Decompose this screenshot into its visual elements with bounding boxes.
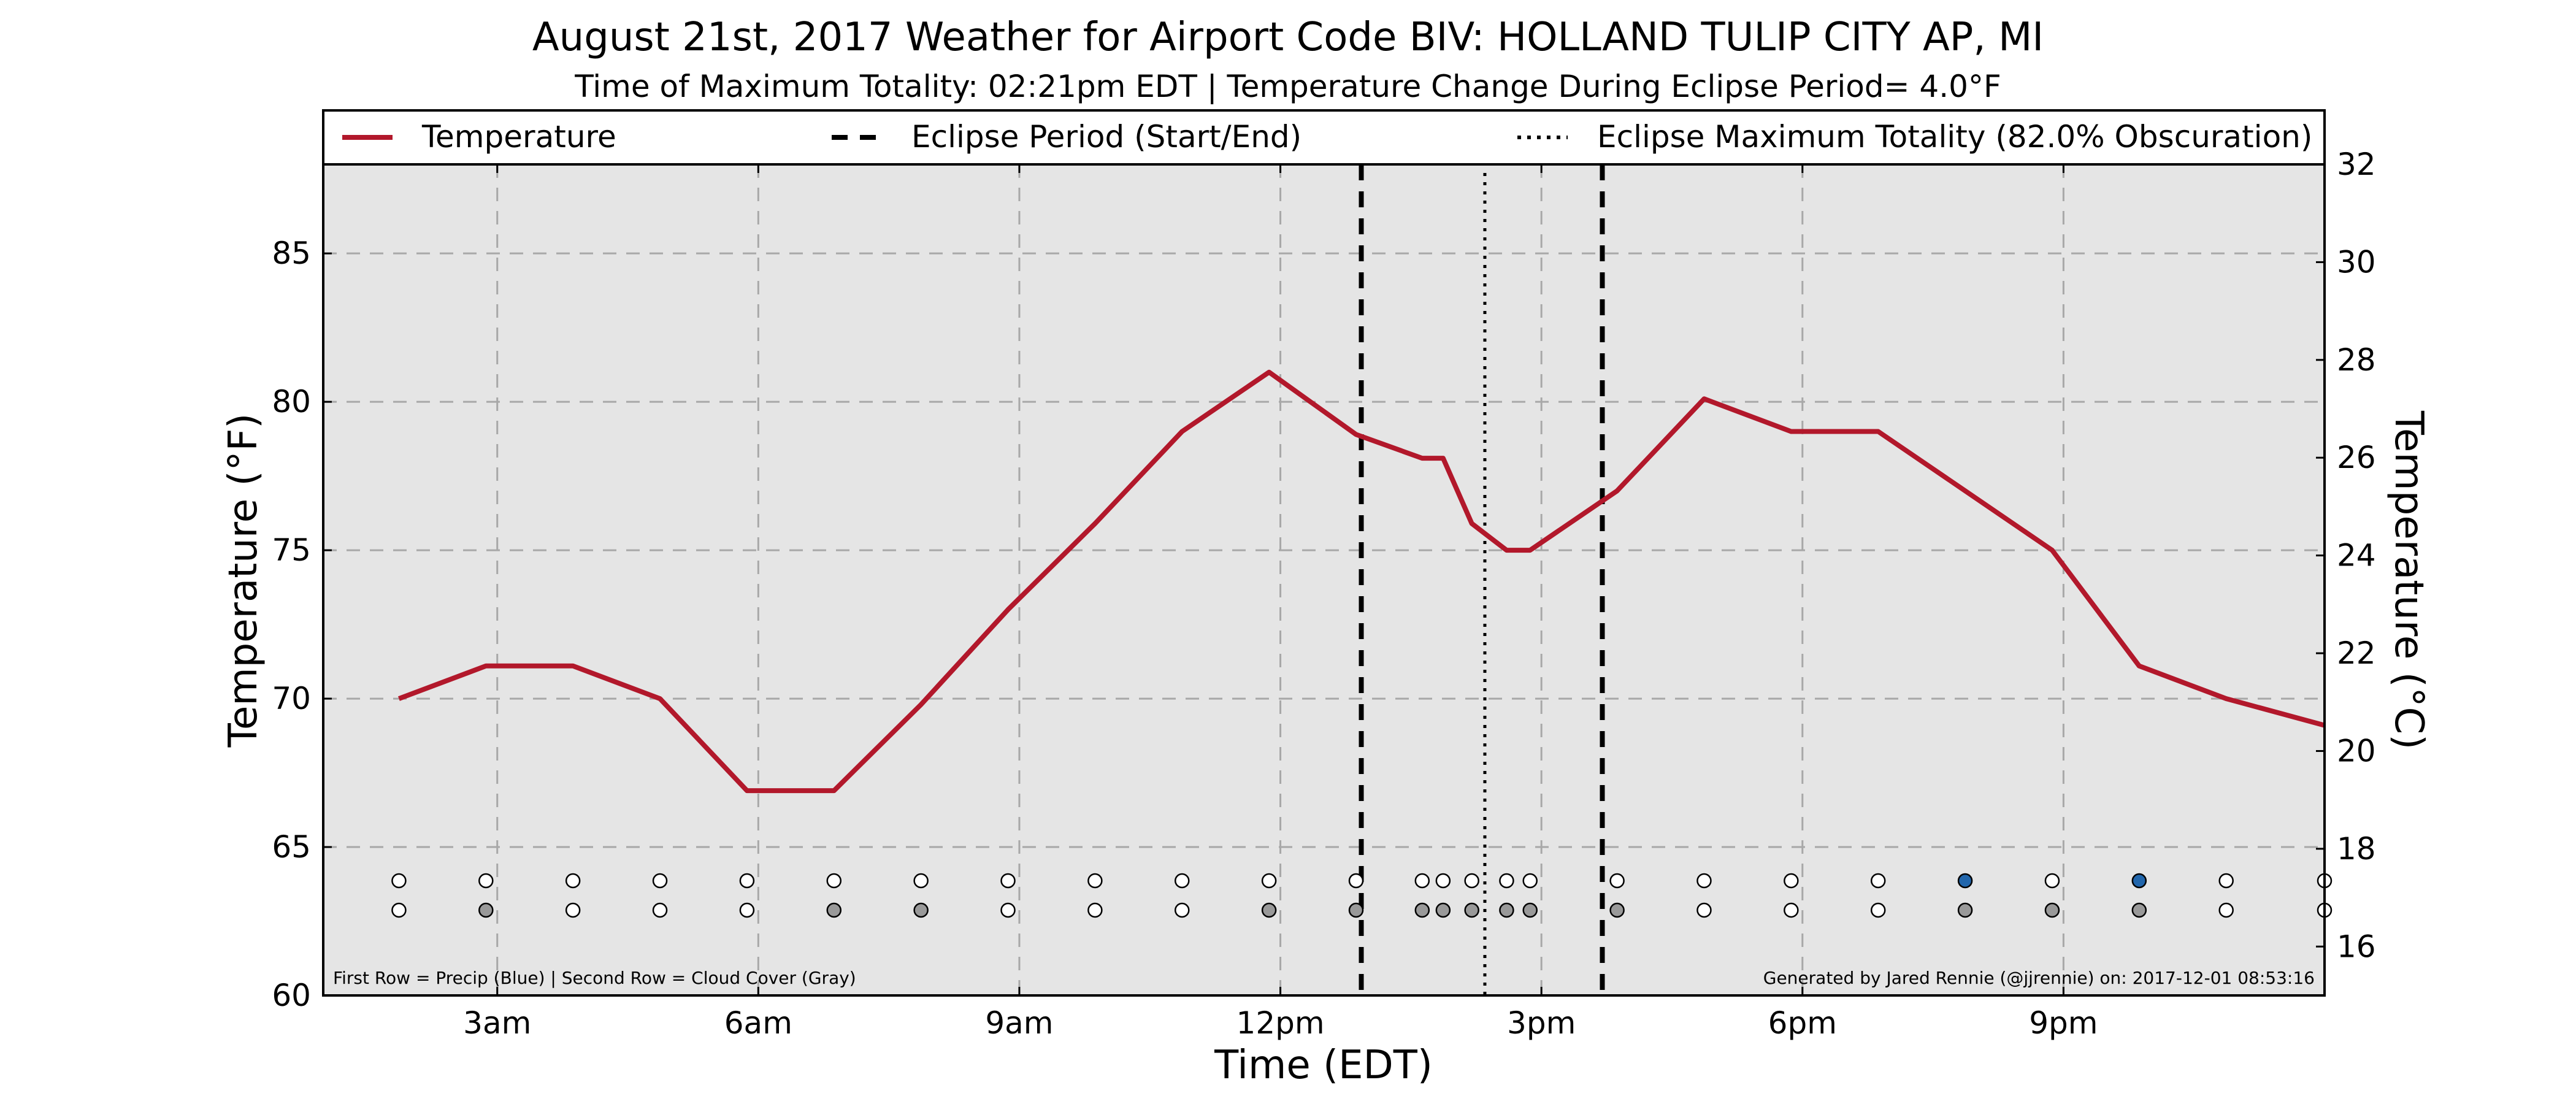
precip-marker <box>2044 873 2060 889</box>
cloud-cover-marker <box>2044 902 2060 918</box>
cloud-cover-marker <box>1175 902 1190 918</box>
observation-rows <box>391 873 2333 918</box>
x-tick-label: 6am <box>724 1005 792 1041</box>
cloud-cover-marker <box>565 902 581 918</box>
y-axis-ticks: 60 65 70 75 80 85 <box>272 236 332 1013</box>
cloud-cover-marker <box>1435 902 1451 918</box>
cloud-cover-marker <box>1414 902 1430 918</box>
x-tick-label: 12pm <box>1236 1005 1325 1041</box>
temperature-line <box>397 369 2326 794</box>
cloud-cover-marker <box>1087 902 1103 918</box>
precip-marker <box>1000 873 1016 889</box>
precip-marker <box>1609 873 1625 889</box>
precip-marker <box>478 873 494 889</box>
x-tick-label: 3am <box>463 1005 531 1041</box>
precip-marker <box>826 873 842 889</box>
precip-marker <box>1414 873 1430 889</box>
legend-box <box>322 109 2326 166</box>
y2-tick-label: 20 <box>2337 733 2376 769</box>
cloud-cover-marker <box>1499 902 1514 918</box>
precip-marker <box>1261 873 1277 889</box>
precip-marker <box>1522 873 1538 889</box>
legend-eclipse-max-label: Eclipse Maximum Totality (82.0% Obscurat… <box>1597 119 2312 155</box>
y2-tick-label: 24 <box>2337 538 2376 573</box>
cloud-cover-marker <box>1784 902 1799 918</box>
eclipse-markers <box>1359 164 1605 995</box>
cloud-cover-marker <box>739 902 755 918</box>
y-tick-label: 60 <box>272 978 311 1013</box>
cloud-cover-marker <box>826 902 842 918</box>
precip-marker <box>1696 873 1712 889</box>
cloud-cover-marker <box>1609 902 1625 918</box>
cloud-cover-marker <box>391 902 407 918</box>
x-tick-label: 6pm <box>1768 1005 1837 1041</box>
cloud-cover-marker <box>1957 902 1973 918</box>
precip-marker <box>652 873 668 889</box>
cloud-cover-marker <box>1348 902 1364 918</box>
precip-marker <box>1464 873 1479 889</box>
plot-area <box>323 164 2325 995</box>
y2-tick-label: 26 <box>2337 440 2376 475</box>
cloud-cover-marker <box>1696 902 1712 918</box>
precip-marker <box>391 873 407 889</box>
x-axis-ticks: 3am 6am 9am 12pm 3pm 6pm 9pm <box>463 164 2098 1041</box>
precip-marker <box>1957 873 1973 889</box>
precip-marker <box>2218 873 2234 889</box>
y2-tick-label: 16 <box>2337 929 2376 964</box>
chart-subtitle: Time of Maximum Totality: 02:21pm EDT | … <box>574 69 2001 104</box>
y2-axis-ticks: 16 18 20 22 24 26 28 30 32 <box>2316 147 2376 964</box>
precip-marker <box>1087 873 1103 889</box>
precip-marker <box>1870 873 1886 889</box>
x-tick-label: 9am <box>985 1005 1053 1041</box>
legend-eclipse-period-label: Eclipse Period (Start/End) <box>911 119 1301 155</box>
cloud-cover-marker <box>1464 902 1479 918</box>
y2-axis-label: Temperature (°C) <box>2386 410 2431 749</box>
precip-marker <box>1499 873 1514 889</box>
cloud-cover-marker <box>913 902 929 918</box>
y-tick-label: 65 <box>272 829 311 865</box>
precip-marker <box>565 873 581 889</box>
cloud-cover-marker <box>478 902 494 918</box>
cloud-cover-marker <box>2131 902 2147 918</box>
y2-tick-label: 18 <box>2337 831 2376 867</box>
x-axis-label: Time (EDT) <box>1214 1043 1433 1088</box>
cloud-cover-marker <box>1000 902 1016 918</box>
precip-marker <box>739 873 755 889</box>
y2-tick-label: 32 <box>2337 147 2376 182</box>
x-tick-label: 9pm <box>2029 1005 2098 1041</box>
y-axis-label: Temperature (°F) <box>221 413 266 748</box>
precip-marker <box>913 873 929 889</box>
legend-temperature-label: Temperature <box>421 119 616 155</box>
precip-marker <box>2131 873 2147 889</box>
y2-tick-label: 30 <box>2337 244 2376 280</box>
cloud-cover-marker <box>1261 902 1277 918</box>
cloud-cover-marker <box>1522 902 1538 918</box>
y2-tick-label: 28 <box>2337 342 2376 378</box>
y2-tick-label: 22 <box>2337 635 2376 671</box>
temperature-series <box>397 369 2326 794</box>
y-tick-label: 75 <box>272 532 311 568</box>
x-tick-label: 3pm <box>1507 1005 1576 1041</box>
precip-marker <box>1435 873 1451 889</box>
precip-marker <box>1784 873 1799 889</box>
footer-left-note: First Row = Precip (Blue) | Second Row =… <box>333 968 856 988</box>
y-tick-label: 80 <box>272 384 311 420</box>
y-tick-label: 85 <box>272 236 311 271</box>
cloud-cover-marker <box>652 902 668 918</box>
precip-marker <box>1175 873 1190 889</box>
chart-title: August 21st, 2017 Weather for Airport Co… <box>532 15 2044 60</box>
cloud-cover-marker <box>1870 902 1886 918</box>
cloud-cover-marker <box>2218 902 2234 918</box>
precip-marker <box>1348 873 1364 889</box>
y-tick-label: 70 <box>272 681 311 716</box>
footer-right-credit: Generated by Jared Rennie (@jjrennie) on… <box>1763 968 2315 988</box>
